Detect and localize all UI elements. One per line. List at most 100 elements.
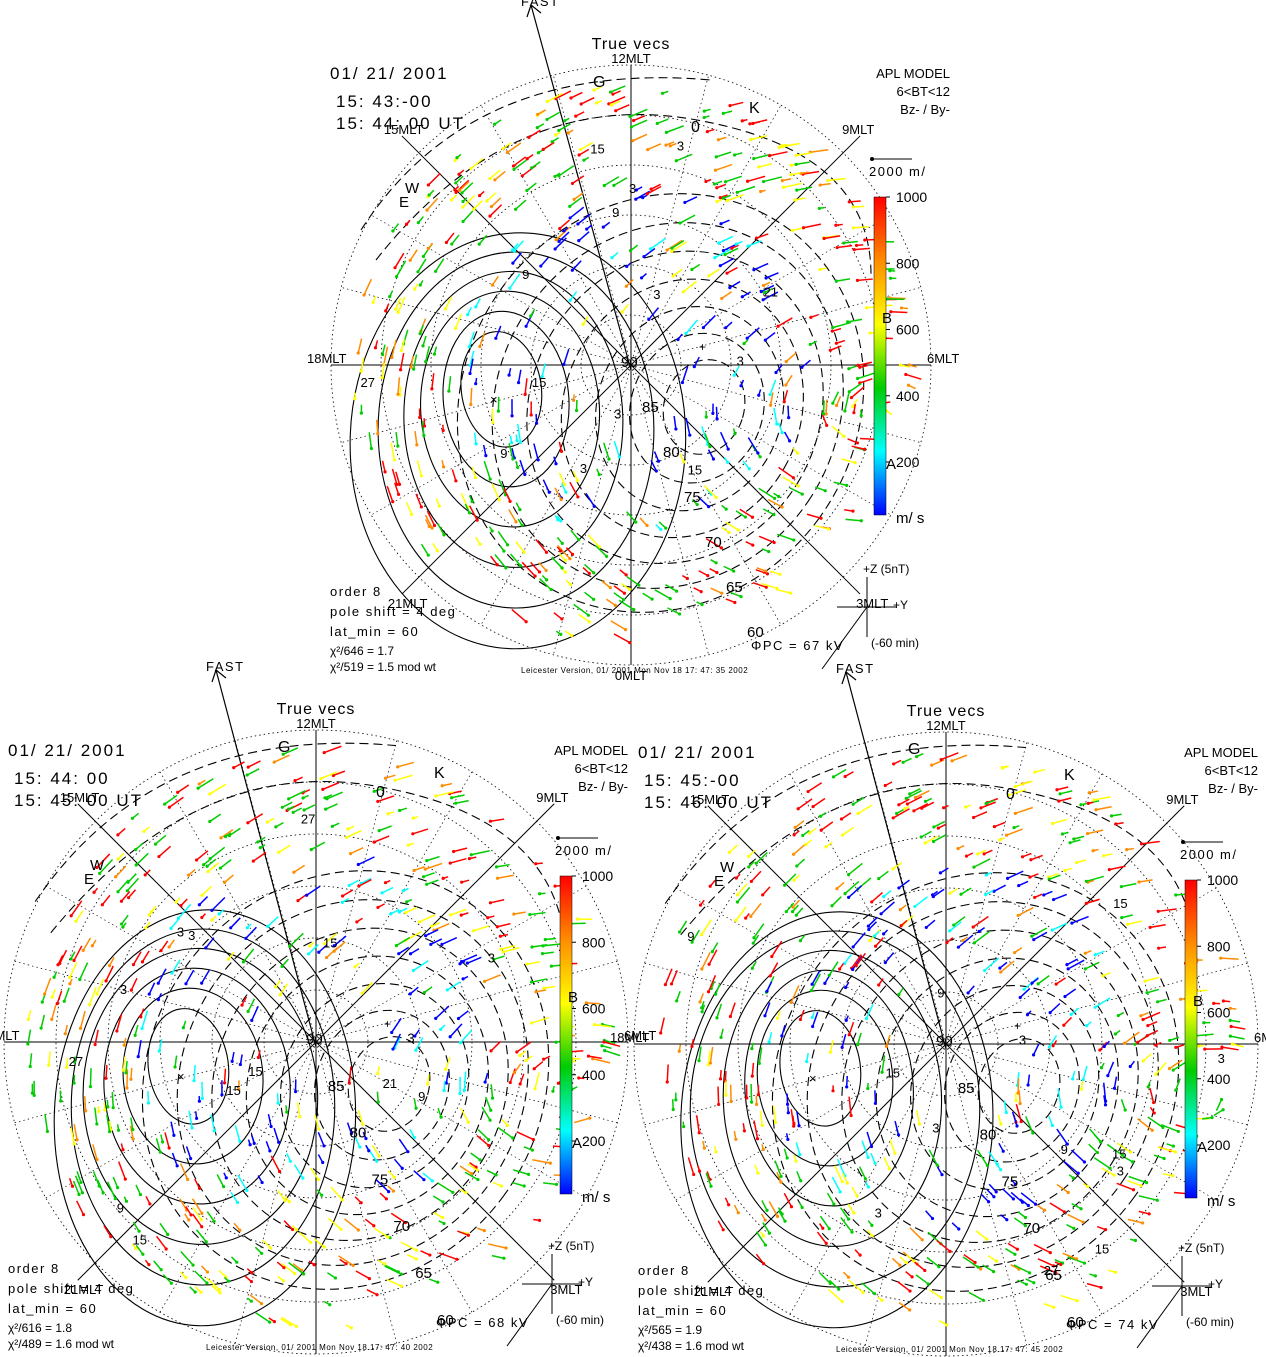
velocity-vector-foot xyxy=(1093,953,1097,957)
velocity-vector-foot xyxy=(454,181,458,185)
velocity-vector xyxy=(277,1190,286,1201)
velocity-vector-foot xyxy=(1013,1252,1017,1256)
velocity-vector-foot xyxy=(789,591,793,595)
velocity-vector-foot xyxy=(977,929,981,934)
positive-potential-contour xyxy=(595,305,785,512)
velocity-vector xyxy=(613,592,624,601)
velocity-vector xyxy=(828,1288,843,1303)
velocity-vector xyxy=(812,797,826,808)
velocity-vector xyxy=(395,260,407,278)
velocity-vector xyxy=(378,825,392,832)
velocity-vector xyxy=(729,280,741,289)
velocity-vector-foot xyxy=(1016,1091,1020,1095)
velocity-vector-foot xyxy=(116,1186,120,1190)
velocity-vector-foot xyxy=(72,1142,76,1146)
velocity-vector xyxy=(533,1061,544,1070)
colorbar-tick-label: 200 xyxy=(896,454,920,470)
contour-value-label: 15 xyxy=(226,1083,240,1098)
velocity-vector-foot xyxy=(1161,1125,1165,1129)
positive-potential-contour xyxy=(944,1011,1080,1163)
velocity-vector-foot xyxy=(204,946,208,950)
velocity-vector xyxy=(647,143,662,151)
velocity-vector xyxy=(527,961,541,965)
velocity-vector-foot xyxy=(882,895,886,899)
velocity-vector-foot xyxy=(478,344,482,349)
velocity-vector-foot xyxy=(1015,1247,1019,1251)
velocity-vector-foot xyxy=(1094,808,1098,812)
velocity-vector xyxy=(513,1169,529,1176)
velocity-vector xyxy=(509,273,521,289)
velocity-vector-foot xyxy=(347,883,351,888)
velocity-vector xyxy=(841,458,856,464)
velocity-vector-foot xyxy=(95,1122,99,1126)
velocity-vector xyxy=(94,1107,98,1125)
velocity-vector xyxy=(853,205,865,208)
velocity-vector-foot xyxy=(134,863,138,867)
latitude-label: 75 xyxy=(1002,1173,1019,1190)
velocity-vector-foot xyxy=(747,467,751,471)
phi-pc-text: ΦPC = 68 kV xyxy=(436,1315,529,1330)
velocity-vector-foot xyxy=(852,1211,856,1215)
velocity-vector xyxy=(459,181,470,191)
velocity-vector-foot xyxy=(434,794,438,798)
velocity-vector-foot xyxy=(441,1215,445,1220)
velocity-vector xyxy=(803,223,822,229)
velocity-vector xyxy=(751,1062,755,1077)
velocity-vector xyxy=(1155,1062,1167,1075)
velocity-vector xyxy=(74,1175,84,1194)
velocity-vector xyxy=(785,352,797,363)
velocity-vector xyxy=(373,1227,389,1238)
velocity-vector xyxy=(164,1132,170,1149)
velocity-vector-foot xyxy=(780,179,784,183)
velocity-vector xyxy=(802,170,820,175)
velocity-vector-foot xyxy=(466,312,470,317)
velocity-vector-foot xyxy=(572,398,576,402)
velocity-vector-foot xyxy=(668,597,672,601)
scale-label: 2000 m/ xyxy=(1180,847,1238,862)
velocity-vector xyxy=(115,865,127,878)
velocity-vector xyxy=(858,361,873,367)
velocity-vector-foot xyxy=(72,1060,77,1064)
velocity-vector xyxy=(807,782,823,793)
velocity-vector xyxy=(868,921,877,931)
velocity-vector-foot xyxy=(740,119,744,123)
velocity-vector xyxy=(604,1039,616,1044)
negative-potential-contour xyxy=(442,310,570,488)
velocity-vector-foot xyxy=(430,1179,434,1183)
latitude-grid xyxy=(633,731,1259,1357)
velocity-vector-foot xyxy=(78,977,82,982)
velocity-vector-foot xyxy=(1048,1251,1052,1255)
velocity-vector-foot xyxy=(712,182,717,186)
velocity-vector-foot xyxy=(782,400,786,404)
velocity-vectors xyxy=(26,745,621,1330)
velocity-vector-foot xyxy=(536,112,540,117)
velocity-vector xyxy=(848,1096,852,1116)
velocity-vector-foot xyxy=(274,985,278,989)
velocity-vector xyxy=(832,321,852,329)
velocity-vector-foot xyxy=(732,373,736,377)
velocity-vector-foot xyxy=(999,1122,1003,1126)
velocity-vector-foot xyxy=(488,477,492,481)
contour-value-label: 9 xyxy=(1061,1142,1068,1157)
velocity-vector xyxy=(27,1009,32,1020)
velocity-vector xyxy=(933,820,946,828)
velocity-vector-foot xyxy=(1005,876,1010,880)
velocity-vector xyxy=(783,431,791,442)
velocity-vector xyxy=(811,970,821,985)
velocity-vector xyxy=(851,445,865,450)
velocity-vector xyxy=(858,1166,867,1180)
velocity-vector xyxy=(767,498,783,508)
marker-B: B xyxy=(882,310,892,327)
velocity-vector-foot xyxy=(888,269,892,273)
velocity-vector-foot xyxy=(458,1041,463,1045)
velocity-vector xyxy=(529,911,546,916)
velocity-vector-foot xyxy=(1102,854,1106,858)
velocity-vector-foot xyxy=(973,1260,977,1265)
velocity-vector-foot xyxy=(1162,1156,1166,1161)
velocity-vector xyxy=(558,472,566,485)
velocity-vector-foot xyxy=(1082,1160,1087,1164)
velocity-vector-foot xyxy=(831,401,835,405)
potential-minimum-marker: × xyxy=(490,392,498,407)
velocity-vector-foot xyxy=(768,154,772,158)
velocity-vector xyxy=(603,176,620,187)
